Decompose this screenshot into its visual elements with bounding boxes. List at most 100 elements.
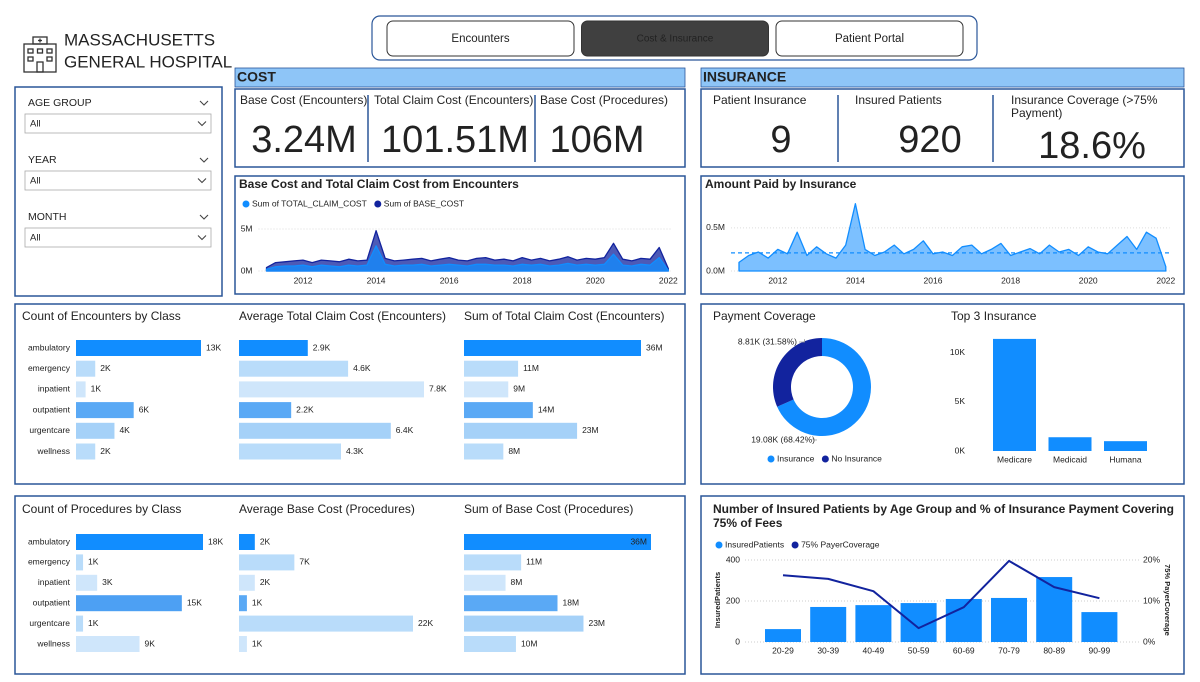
- chart-title: Sum of Base Cost (Procedures): [464, 502, 633, 516]
- data-label: 15K: [187, 597, 202, 607]
- legend-marker: [374, 200, 382, 208]
- data-label: 2K: [100, 446, 111, 456]
- kpi-value: 101.51M: [381, 119, 529, 161]
- dropdown-value: All: [30, 233, 41, 244]
- bar: [239, 422, 391, 439]
- kpi-label: Insurance Coverage (>75% Payment): [1011, 93, 1161, 120]
- dropdown[interactable]: [24, 227, 212, 248]
- filter-toggle[interactable]: [199, 157, 209, 163]
- bar: [239, 636, 247, 652]
- legend-label: Insurance: [777, 453, 815, 463]
- data-label: 2K: [260, 536, 271, 546]
- bar: [1081, 612, 1118, 642]
- category-label: emergency: [28, 557, 71, 567]
- nav-button[interactable]: [386, 20, 575, 57]
- bar: [239, 554, 295, 571]
- filter-label: MONTH: [28, 211, 67, 223]
- nav-button-label[interactable]: Patient Portal: [835, 33, 904, 45]
- category-label: ambulatory: [28, 536, 71, 546]
- nav-button[interactable]: [581, 20, 769, 57]
- chart-panel: [700, 495, 1185, 675]
- bar: [76, 636, 140, 652]
- nav-button-label[interactable]: Encounters: [451, 33, 509, 45]
- header-title: GENERAL HOSPITAL: [64, 52, 232, 71]
- chart-panel: [234, 175, 686, 295]
- area: [738, 203, 1167, 272]
- kpi-value: 9: [770, 119, 791, 161]
- dropdown[interactable]: [24, 113, 212, 134]
- kpi-value: 18.6%: [1038, 125, 1146, 167]
- bar: [239, 574, 255, 591]
- x-tick-label: Humana: [1109, 454, 1141, 464]
- data-label: 8.81K (31.58%): [738, 336, 797, 346]
- bar: [464, 636, 516, 652]
- bar: [464, 615, 584, 632]
- data-label: 14M: [538, 404, 555, 414]
- legend-label: Sum of BASE_COST: [384, 198, 464, 208]
- nav-button-label[interactable]: Cost & Insurance: [637, 34, 714, 45]
- data-label: 2K: [260, 577, 271, 587]
- data-label: 11M: [523, 363, 539, 373]
- x-tick-label: Medicare: [997, 454, 1032, 464]
- x-tick-label: 2020: [586, 275, 605, 285]
- kpi-label: Total Claim Cost (Encounters): [374, 93, 533, 107]
- category-label: ambulatory: [28, 342, 71, 352]
- data-label: 18K: [208, 536, 223, 546]
- filter-toggle[interactable]: [199, 100, 209, 106]
- text-line: Payment): [1011, 106, 1062, 120]
- data-label: 8M: [508, 446, 520, 456]
- x-tick-label: 2020: [1079, 275, 1098, 285]
- data-label: 36M: [630, 536, 647, 546]
- bar: [855, 605, 892, 642]
- x-tick-label: 2018: [513, 275, 532, 285]
- y2-tick-label: 10%: [1143, 595, 1160, 605]
- data-label: 6.4K: [396, 425, 414, 435]
- dropdown-value: All: [30, 119, 41, 130]
- x-tick-label: 2012: [294, 275, 313, 285]
- x-tick-label: 40-49: [863, 645, 885, 655]
- y-axis-label: InsuredPatients: [713, 572, 722, 628]
- area: [265, 230, 669, 272]
- legend-label: InsuredPatients: [725, 539, 784, 549]
- bar: [76, 381, 86, 398]
- nav-button[interactable]: [775, 20, 964, 57]
- dropdown-arrow: [197, 178, 207, 184]
- data-label: 22K: [418, 618, 433, 628]
- data-label: 2.9K: [313, 342, 331, 352]
- category-label: wellness: [36, 446, 70, 456]
- data-label: 4.3K: [346, 446, 364, 456]
- chart-title: Sum of Total Claim Cost (Encounters): [464, 309, 665, 323]
- kpi-value: 3.24M: [251, 119, 357, 161]
- bar: [76, 340, 201, 356]
- filter-toggle[interactable]: [199, 214, 209, 220]
- kpi-panel: [700, 88, 1185, 168]
- data-label: 4.6K: [353, 363, 371, 373]
- category-label: wellness: [36, 638, 70, 648]
- bar: [464, 443, 504, 460]
- category-label: outpatient: [33, 597, 71, 607]
- chart-title: Average Total Claim Cost (Encounters): [239, 309, 446, 323]
- section-header: [700, 67, 1185, 88]
- chart-panel: [14, 303, 686, 485]
- line: [782, 559, 1100, 630]
- category-label: inpatient: [38, 384, 71, 394]
- dropdown[interactable]: [24, 170, 212, 191]
- category-label: urgentcare: [29, 425, 70, 435]
- y-tick-label: 0K: [955, 445, 966, 455]
- dropdown-arrow: [197, 121, 207, 127]
- bar: [76, 554, 84, 571]
- data-label: 13K: [206, 342, 221, 352]
- bar: [76, 574, 98, 591]
- data-label: 1K: [88, 557, 99, 567]
- chart-panel: [700, 175, 1185, 295]
- area: [265, 245, 669, 272]
- x-tick-label: 2012: [768, 275, 787, 285]
- kpi-panel: [234, 88, 686, 168]
- filter-label: YEAR: [28, 154, 57, 166]
- section-header: [234, 67, 686, 88]
- x-tick-label: 2022: [1156, 275, 1175, 285]
- legend-marker: [791, 541, 799, 549]
- kpi-label: Base Cost (Encounters): [240, 93, 367, 107]
- x-tick-label: 2018: [1001, 275, 1020, 285]
- x-tick-label: 60-69: [953, 645, 975, 655]
